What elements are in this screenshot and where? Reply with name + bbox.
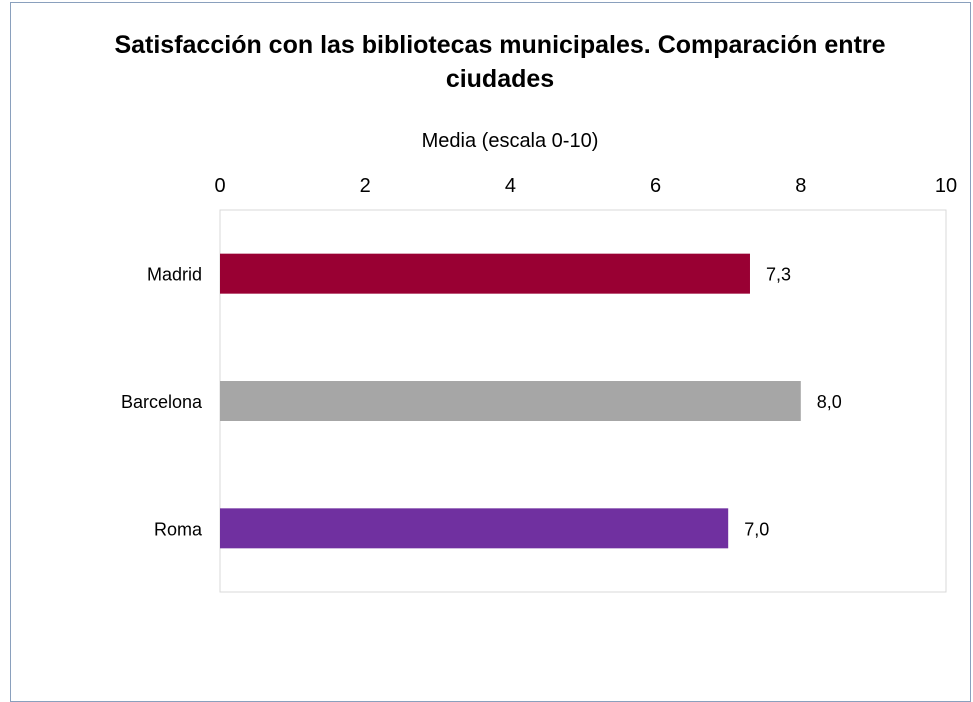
category-label: Madrid [147,265,202,285]
category-label: Roma [154,519,203,539]
bar-roma [220,508,729,549]
data-label: 7,0 [744,519,769,539]
bar-barcelona [220,381,801,421]
x-tick-label: 2 [360,175,371,197]
data-label: 8,0 [817,392,842,412]
category-label: Barcelona [121,392,203,412]
bar-chart: 0 2 4 6 8 10 Madrid 7,3 Barcelona 8,0 Roma 7,0 [121,175,957,593]
x-tick-label: 4 [505,175,516,197]
bar-madrid [220,253,750,294]
x-tick-label: 10 [935,175,957,197]
x-tick-label: 8 [795,175,806,197]
data-label: 7,3 [766,265,791,285]
x-tick-label: 0 [214,175,225,197]
x-axis-label: Media (escala 0-10) [421,130,599,152]
chart-title: Satisfacción con las bibliotecas municip… [114,31,886,93]
x-tick-label: 6 [650,175,661,197]
